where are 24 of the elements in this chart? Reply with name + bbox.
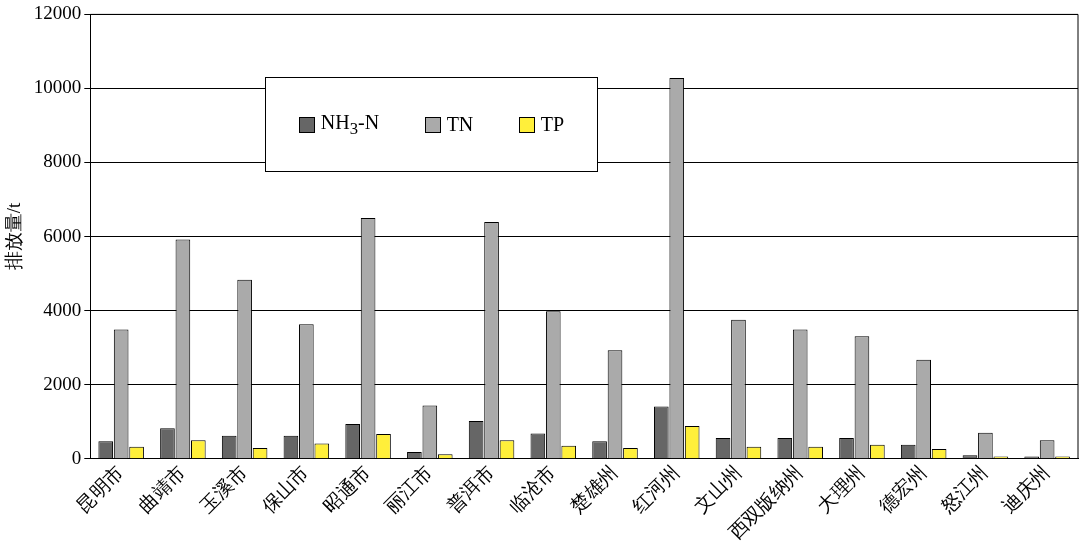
x-tick-label: 楚雄州 — [566, 461, 622, 517]
legend-label: TN — [446, 113, 474, 136]
y-tick-label: 10000 — [33, 76, 82, 98]
x-tick-label: 大理州 — [813, 461, 869, 517]
y-tick-label: 2000 — [43, 372, 82, 394]
legend-label: NH$_{3}$-N — [320, 110, 380, 139]
y-tick-label: 8000 — [43, 150, 82, 172]
x-tick-label: 临沧市 — [504, 461, 560, 517]
x-tick-label: 怒江州 — [935, 461, 992, 518]
x-tick-label: 曲靖市 — [134, 461, 190, 517]
x-tick-label: 昭通市 — [319, 461, 375, 517]
y-axis-title: 排放量/t — [3, 202, 25, 271]
x-tick-label: 德宏州 — [874, 461, 931, 517]
x-tick-label: 丽江市 — [381, 461, 437, 517]
y-tick-label: 0 — [71, 446, 82, 468]
x-tick-label: 迪庆州 — [998, 461, 1054, 517]
x-tick-label: 红河州 — [627, 461, 684, 517]
y-tick-label: 6000 — [43, 224, 82, 246]
x-tick-label: 保山市 — [257, 461, 313, 517]
x-tick-label: 普洱市 — [442, 461, 498, 517]
x-tick-label: 玉溪市 — [195, 461, 251, 517]
y-tick-label: 4000 — [43, 298, 82, 320]
y-tick-label: 12000 — [33, 2, 82, 24]
legend-label: TP — [540, 113, 565, 136]
